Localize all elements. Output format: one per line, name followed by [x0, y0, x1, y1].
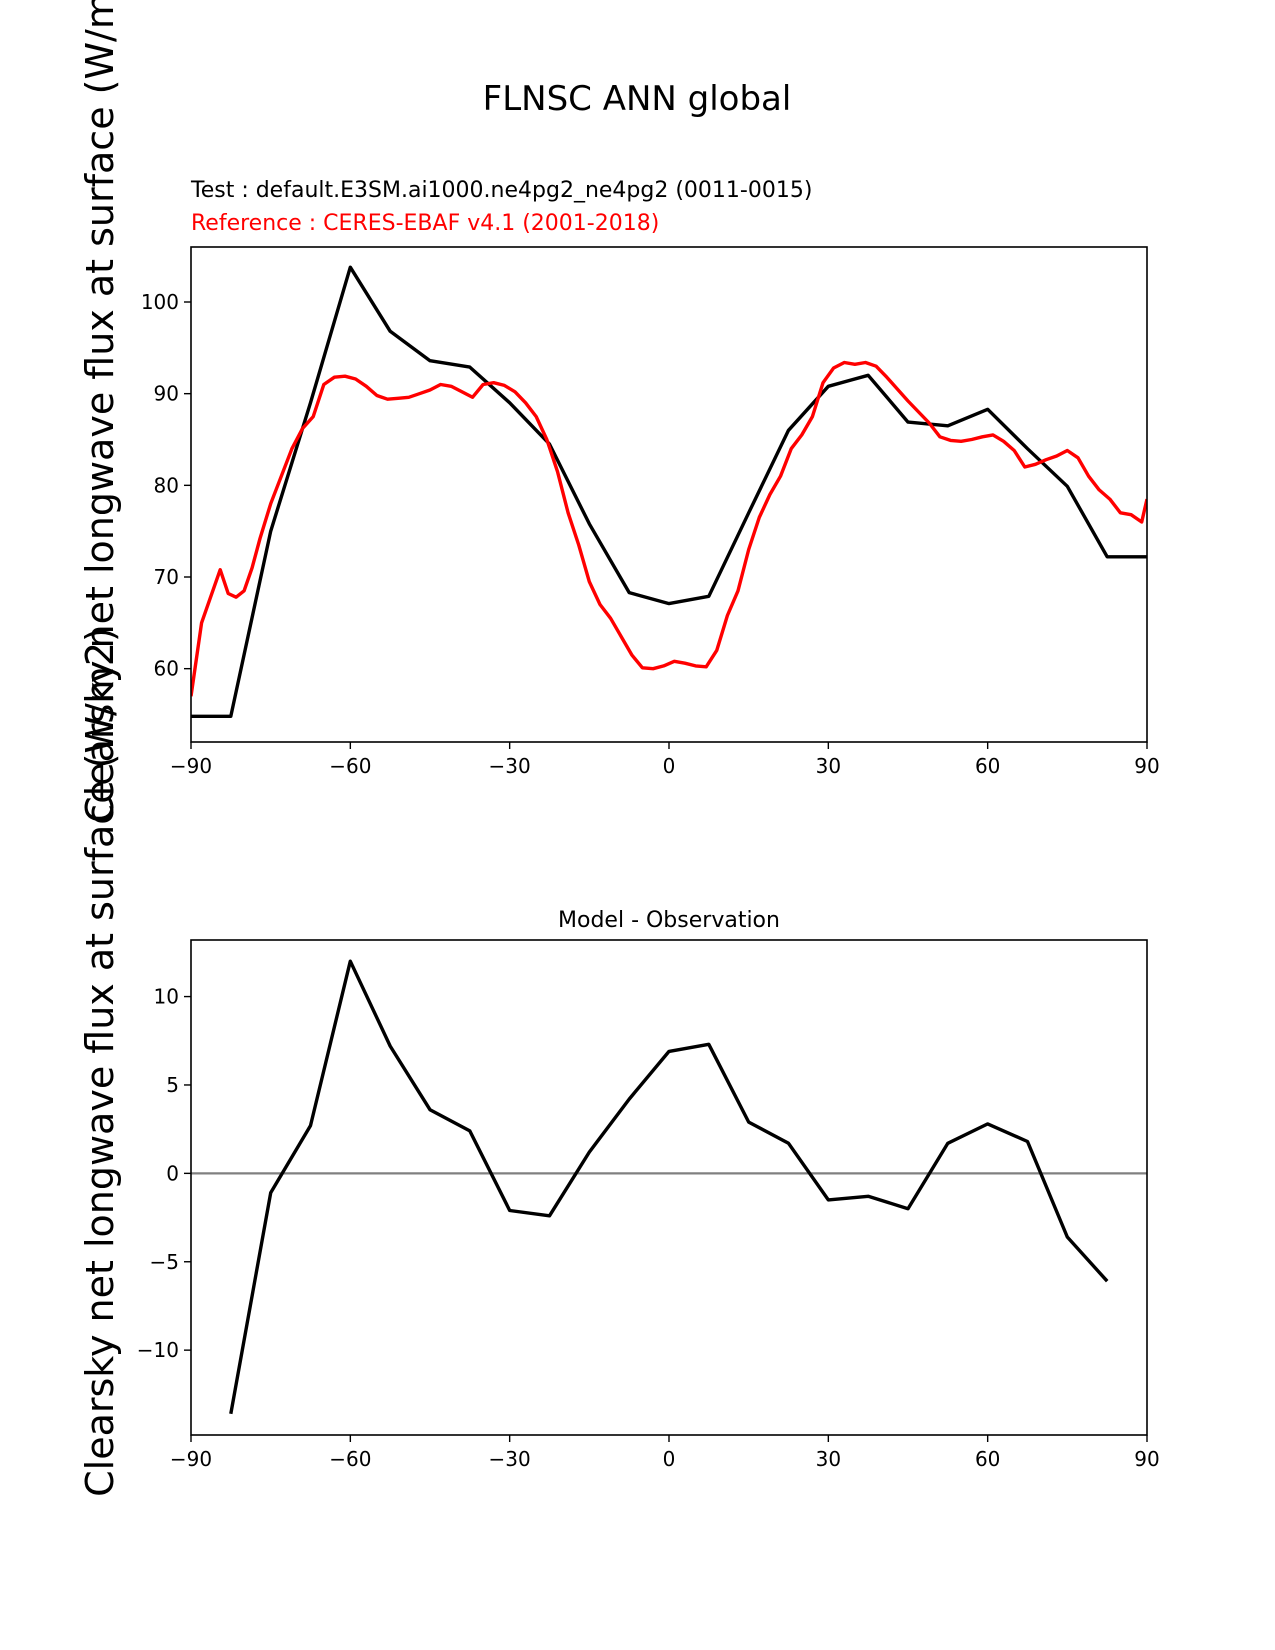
top-series-line-0: [191, 265, 1147, 718]
top-x-tick-label: −30: [489, 754, 531, 778]
diff-y-tick-label: 0: [166, 1161, 179, 1185]
diff-y-tick-label: −5: [150, 1250, 179, 1274]
diff-x-tick-label: −90: [170, 1447, 212, 1471]
diff-x-tick-label: 90: [1134, 1447, 1159, 1471]
top-y-axis-label: Clearsky net longwave flux at surface (W…: [78, 0, 122, 823]
diff-x-tick-label: −30: [489, 1447, 531, 1471]
top-y-tick-label: 60: [154, 657, 179, 681]
top-x-tick-label: 90: [1134, 754, 1159, 778]
reference-label: Reference : CERES-EBAF v4.1 (2001-2018): [191, 211, 659, 236]
diff-series-line-0: [229, 959, 1109, 1415]
top-x-tick-label: 0: [663, 754, 676, 778]
top-x-tick-label: −90: [170, 754, 212, 778]
top-panel-plot: −90 −60 −30 0 30 60 90 60 70 80 90 100: [141, 246, 1160, 778]
top-y-tick-label: 80: [154, 473, 179, 497]
top-y-tick-label: 100: [141, 290, 179, 314]
diff-y-tick-label: 5: [166, 1073, 179, 1097]
diff-x-tick-label: 0: [663, 1447, 676, 1471]
diff-x-tick-label: −60: [329, 1447, 371, 1471]
test-label: Test : default.E3SM.ai1000.ne4pg2_ne4pg2…: [190, 178, 812, 203]
diff-frame: [190, 939, 1148, 1436]
bottom-y-axis-label: Clearsky net longwave flux at surface (W…: [78, 627, 122, 1497]
diff-y-tick-label: −10: [137, 1338, 179, 1362]
top-x-tick-label: 60: [975, 754, 1000, 778]
diff-y-tick-label: 10: [154, 985, 179, 1009]
top-x-tick-label: 30: [816, 754, 841, 778]
diff-x-tick-label: 30: [816, 1447, 841, 1471]
top-y-tick-label: 90: [154, 382, 179, 406]
difference-panel-plot: −90 −60 −30 0 30 60 90 −10 −5 0 5 10: [137, 939, 1160, 1471]
difference-panel-title: Model - Observation: [558, 908, 780, 933]
top-y-tick-label: 70: [154, 565, 179, 589]
figure-title: FLNSC ANN global: [483, 79, 792, 119]
top-x-tick-label: −60: [329, 754, 371, 778]
diff-x-tick-label: 60: [975, 1447, 1000, 1471]
top-series-line-1: [191, 360, 1147, 697]
